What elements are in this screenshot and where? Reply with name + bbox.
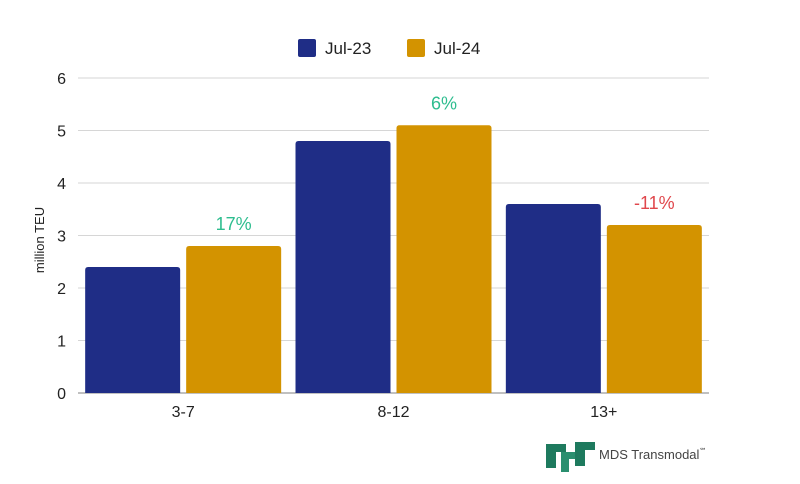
svg-text:MDS Transmodal℠: MDS Transmodal℠ xyxy=(599,447,707,462)
bars xyxy=(85,125,702,393)
x-tick-label: 13+ xyxy=(590,404,617,421)
bar-annotations: 17% 6% -11% xyxy=(216,93,675,234)
bar-jul-23-3-7 xyxy=(85,267,181,393)
x-tick-label: 8-12 xyxy=(377,404,409,421)
logo-mark-right-icon xyxy=(575,442,595,466)
change-label: 17% xyxy=(216,214,252,234)
legend-swatch xyxy=(407,39,425,57)
bar-jul-23-8-12 xyxy=(295,141,391,393)
y-tick-label: 5 xyxy=(57,124,66,141)
legend: Jul-23 Jul-24 xyxy=(298,39,480,58)
mds-transmodal-logo: MDS Transmodal℠ xyxy=(546,442,707,472)
x-tick-label: 3-7 xyxy=(172,404,195,421)
y-tick-label: 4 xyxy=(57,176,66,193)
logo-mark-left-icon xyxy=(546,444,566,468)
legend-label: Jul-24 xyxy=(434,39,480,58)
y-tick-label: 1 xyxy=(57,334,66,351)
legend-label: Jul-23 xyxy=(325,39,371,58)
change-label: -11% xyxy=(634,193,675,213)
y-tick-label: 6 xyxy=(57,71,66,88)
x-axis-ticks: 3-7 8-12 13+ xyxy=(172,404,618,421)
bar-jul-24-8-12 xyxy=(396,125,492,393)
gridlines xyxy=(78,77,709,394)
logo-mark-middle-icon xyxy=(561,452,578,472)
bar-jul-24-13+ xyxy=(606,225,702,393)
y-tick-label: 0 xyxy=(57,386,66,403)
logo-service-mark: ℠ xyxy=(699,447,706,455)
y-tick-label: 2 xyxy=(57,281,66,298)
bar-jul-23-13+ xyxy=(505,204,601,393)
bar-jul-24-3-7 xyxy=(186,246,282,393)
y-axis-label: million TEU xyxy=(32,207,47,273)
change-label: 6% xyxy=(431,93,457,113)
legend-swatch xyxy=(298,39,316,57)
y-axis-ticks: 0 1 2 3 4 5 6 xyxy=(57,71,66,403)
y-tick-label: 3 xyxy=(57,229,66,246)
logo-text: MDS Transmodal xyxy=(599,447,700,462)
